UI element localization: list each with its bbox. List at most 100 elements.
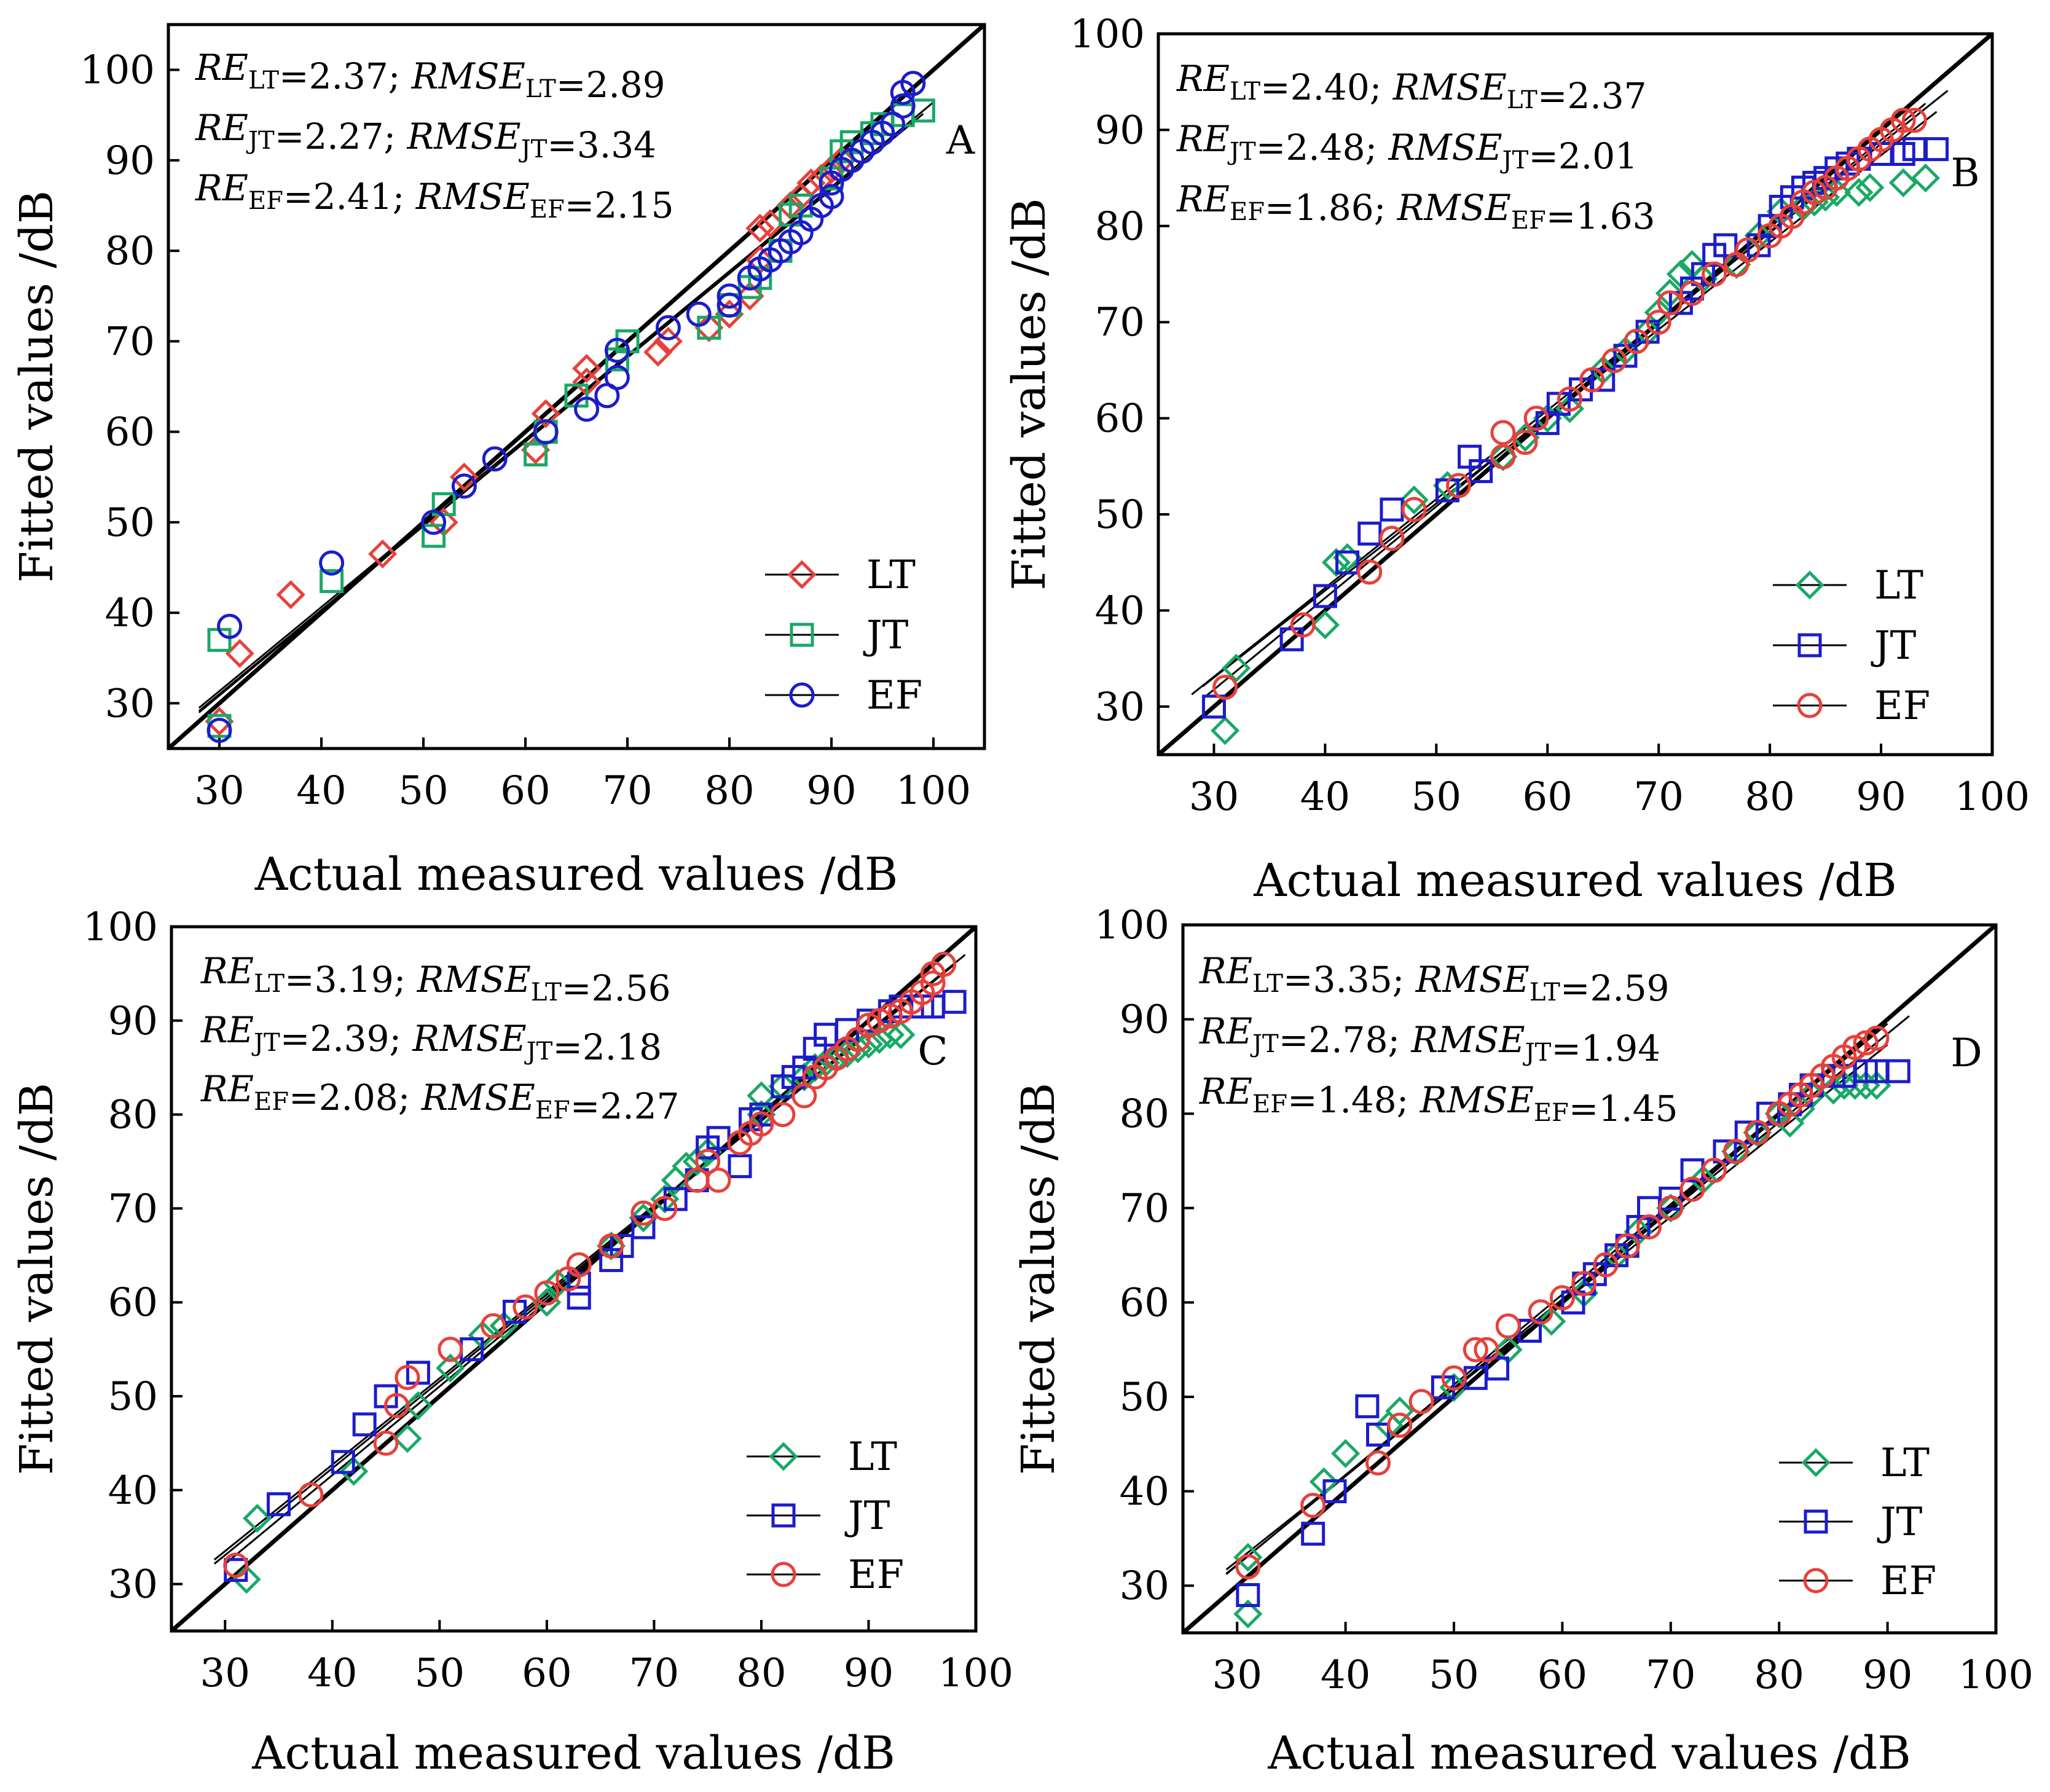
data-point-ef [206, 718, 232, 744]
data-point-ef [748, 1111, 774, 1137]
y-tick-label: 70 [105, 319, 155, 364]
y-tick-label: 100 [1070, 12, 1145, 57]
data-point-ef [1495, 1313, 1521, 1339]
data-point-jt [422, 524, 446, 548]
data-point-ef [217, 613, 243, 639]
y-tick-label: 90 [108, 999, 158, 1044]
y-tick-label: 50 [108, 1374, 158, 1420]
data-point-lt [1222, 653, 1251, 683]
data-point-ef [482, 446, 508, 472]
y-axis-label: Fitted values /dB [1003, 198, 1056, 590]
data-point-ef [655, 315, 681, 340]
data-point-lt [243, 1504, 272, 1533]
data-point-ef [319, 550, 345, 576]
identity-line [171, 927, 976, 1631]
legend-marker-jt [771, 1503, 796, 1528]
data-point-ef [717, 292, 742, 318]
data-point-ef [373, 1430, 399, 1456]
data-point-ef [1890, 108, 1916, 133]
data-point-lt [776, 191, 806, 221]
panel-b: 30 40 50 60 70 80 90 100 30 40 50 60 70 80 90 100 Actual… [1003, 12, 2030, 907]
data-point-lt [1911, 163, 1940, 193]
x-tick-label: 30 [1189, 774, 1239, 820]
data-point-ef [1512, 430, 1538, 455]
data-point-jt [1469, 459, 1493, 484]
data-point-lt [403, 1391, 433, 1420]
legend: LT JT EF [747, 1434, 904, 1598]
data-point-lt [368, 539, 398, 568]
data-point-ef [1723, 1139, 1749, 1165]
data-point-ef [451, 473, 477, 499]
data-point-ef [890, 93, 916, 119]
y-tick-label: 90 [1095, 108, 1145, 153]
y-tick-label: 80 [1095, 204, 1145, 250]
axes-frame [170, 925, 978, 1633]
data-point-ef [1614, 1233, 1640, 1259]
data-point-jt [1659, 1186, 1683, 1211]
data-point-lt [1333, 543, 1362, 572]
data-point-lt [572, 354, 602, 383]
plot-area [1183, 925, 1996, 1633]
y-tick-label: 80 [1120, 1091, 1169, 1137]
legend-label-ef: EF [1880, 1558, 1936, 1604]
data-point-ef [1624, 328, 1649, 354]
y-tick-label: 90 [105, 138, 155, 184]
y-tick-label: 30 [105, 681, 155, 726]
data-point-jt [267, 1492, 291, 1517]
series-jt [1236, 1059, 1911, 1608]
data-point-ef [1408, 1389, 1434, 1415]
data-point-ef [791, 1083, 817, 1109]
y-tick-label: 40 [1120, 1469, 1169, 1515]
y-tick-label: 80 [105, 229, 155, 274]
x-tick-label: 100 [1958, 1652, 2033, 1698]
data-point-ef [1701, 1157, 1727, 1183]
data-point-lt [735, 281, 764, 311]
data-point-ef [1571, 1271, 1597, 1297]
data-point-ef [1441, 1365, 1467, 1391]
axes-frame [167, 23, 986, 750]
data-point-jt [1925, 137, 1949, 162]
y-axis-label: Fitted values /dB [1012, 1083, 1065, 1475]
plot-area [168, 25, 984, 749]
legend: LT JT EF [1779, 1440, 1936, 1604]
y-axis-label: Fitted values /dB [10, 191, 63, 583]
y-tick-label: 100 [80, 48, 155, 93]
data-point-lt [1399, 485, 1429, 515]
data-point-jt [1734, 1120, 1759, 1145]
data-point-ef [1235, 1554, 1261, 1579]
legend-marker-lt [787, 560, 817, 589]
data-point-lt [1331, 1439, 1361, 1468]
data-point-ef [1901, 108, 1927, 133]
data-point-ef [223, 1552, 249, 1578]
y-tick-label: 50 [105, 500, 155, 546]
data-point-ef [1557, 386, 1582, 412]
data-point-ef [481, 1313, 506, 1338]
data-point-ef [1549, 1285, 1575, 1311]
data-point-lt [276, 580, 305, 610]
stats-line: REJT=2.78; RMSEJT=1.94 [1199, 1010, 1660, 1069]
data-point-ef [298, 1482, 324, 1507]
data-point-ef [574, 396, 600, 422]
legend-label-ef: EF [866, 673, 922, 718]
data-point-jt [1335, 550, 1360, 575]
y-tick-label: 30 [1095, 685, 1145, 730]
x-tick-label: 90 [806, 768, 856, 814]
legend-marker-jt [790, 623, 814, 647]
x-tick-label: 50 [415, 1651, 465, 1696]
series-ef [1212, 108, 1927, 701]
axes-frame [1157, 32, 1994, 756]
data-point-jt [1366, 1422, 1391, 1447]
y-tick-label: 70 [1095, 300, 1145, 345]
data-point-lt [436, 1353, 465, 1383]
y-tick-label: 30 [1120, 1563, 1169, 1609]
data-point-jt [942, 989, 967, 1014]
stats-line: RELT=2.37; RMSELT=2.89 [195, 47, 666, 106]
data-point-ef [920, 970, 946, 996]
data-point-ef [1864, 1025, 1890, 1051]
legend-marker-jt [1804, 1509, 1828, 1534]
panel-a: 30 40 50 60 70 80 90 100 30 40 50 60 70 80 90 100 Actual… [10, 23, 986, 901]
x-tick-label: 90 [1856, 774, 1906, 820]
data-point-lt [768, 1072, 798, 1101]
legend-marker-ef [1797, 693, 1823, 718]
